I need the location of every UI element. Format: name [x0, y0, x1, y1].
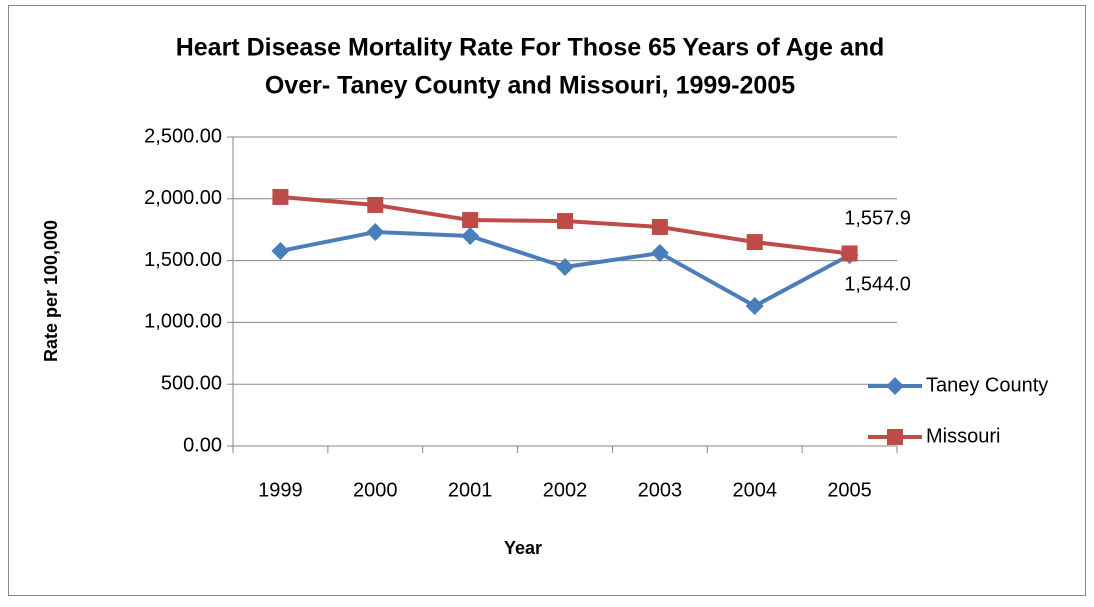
- data-label: 1,544.0: [844, 273, 911, 295]
- legend-label: Missouri: [926, 425, 1000, 447]
- x-tick-label: 2004: [732, 479, 777, 501]
- data-point: [557, 213, 573, 230]
- y-axis-label: Rate per 100,000: [41, 220, 61, 362]
- legend-marker: [887, 429, 903, 445]
- data-point: [461, 227, 480, 246]
- y-tick-label: 500.00: [161, 372, 222, 394]
- x-tick-label: 2003: [638, 479, 683, 501]
- chart-title: Over- Taney County and Missouri, 1999-20…: [265, 72, 795, 100]
- y-tick-label: 1,000.00: [144, 311, 222, 333]
- x-tick-label: 2002: [543, 479, 588, 501]
- y-tick-label: 2,000.00: [144, 187, 222, 209]
- data-point: [556, 258, 574, 277]
- data-point: [650, 244, 669, 263]
- y-tick-label: 0.00: [183, 434, 222, 456]
- data-point: [745, 296, 764, 315]
- data-point: [651, 218, 668, 235]
- data-point: [462, 212, 479, 229]
- legend-label: Taney County: [926, 374, 1048, 396]
- legend-marker: [886, 377, 904, 395]
- y-tick-label: 2,500.00: [144, 125, 222, 147]
- chart-title: Heart Disease Mortality Rate For Those 6…: [176, 34, 885, 62]
- data-point: [746, 234, 763, 251]
- data-point: [271, 241, 290, 260]
- x-tick-label: 2001: [448, 479, 493, 501]
- y-tick-label: 1,500.00: [144, 249, 222, 271]
- data-point: [367, 196, 384, 213]
- data-label: 1,557.9: [844, 208, 911, 230]
- data-point: [366, 223, 385, 242]
- data-point: [272, 188, 289, 205]
- data-point: [841, 245, 858, 262]
- chart-border: [8, 5, 1086, 596]
- x-tick-label: 2005: [827, 479, 872, 501]
- x-axis-label: Year: [504, 538, 542, 558]
- x-tick-label: 2000: [353, 479, 398, 501]
- x-tick-label: 1999: [258, 479, 303, 501]
